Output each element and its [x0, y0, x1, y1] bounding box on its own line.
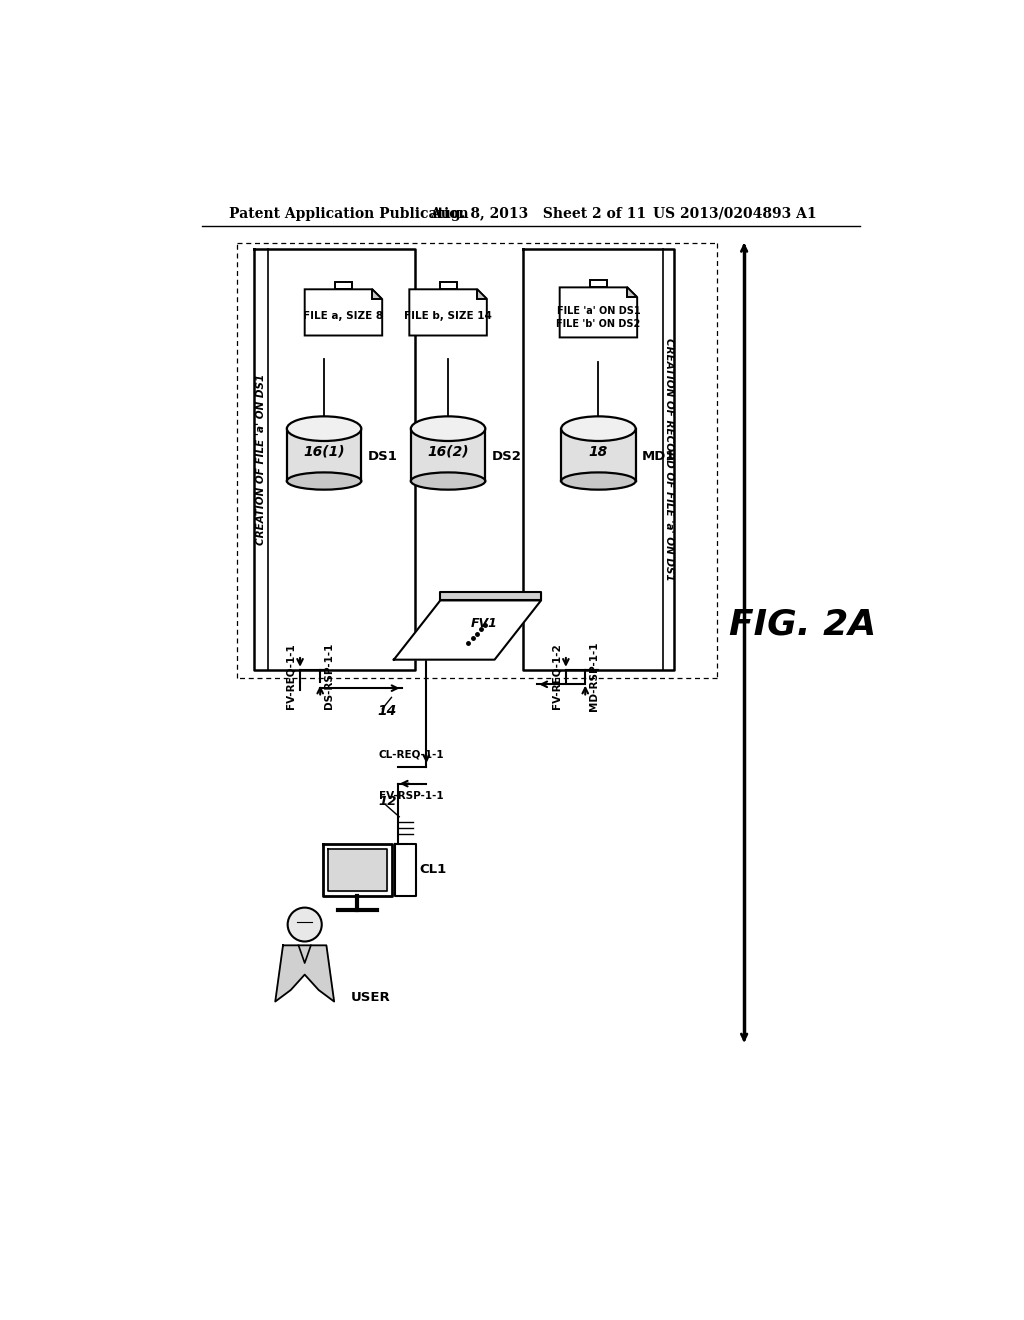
Polygon shape — [440, 593, 541, 601]
Text: 16(1): 16(1) — [303, 445, 345, 459]
Ellipse shape — [411, 473, 485, 490]
Text: 12: 12 — [378, 795, 397, 808]
Text: US 2013/0204893 A1: US 2013/0204893 A1 — [653, 207, 817, 220]
Text: FV1: FV1 — [471, 618, 498, 631]
Polygon shape — [335, 281, 352, 289]
Polygon shape — [560, 288, 637, 338]
Text: Patent Application Publication: Patent Application Publication — [228, 207, 468, 220]
Polygon shape — [439, 281, 457, 289]
Polygon shape — [328, 849, 387, 891]
Text: CREATION OF FILE 'a' ON DS1: CREATION OF FILE 'a' ON DS1 — [256, 374, 266, 545]
Text: 18: 18 — [589, 445, 608, 459]
Polygon shape — [305, 289, 382, 335]
Text: FV-REQ-1-1: FV-REQ-1-1 — [286, 643, 295, 709]
Ellipse shape — [561, 473, 636, 490]
Text: CL1: CL1 — [420, 863, 446, 876]
Polygon shape — [394, 601, 541, 660]
Polygon shape — [627, 288, 637, 297]
Ellipse shape — [561, 416, 636, 441]
Ellipse shape — [287, 416, 361, 441]
Text: DS2: DS2 — [492, 450, 521, 463]
Text: FILE 'b' ON DS2: FILE 'b' ON DS2 — [556, 319, 641, 329]
Polygon shape — [410, 289, 486, 335]
Text: 14: 14 — [378, 705, 397, 718]
Text: FV-REQ-1-2: FV-REQ-1-2 — [551, 643, 561, 709]
Bar — [287, 429, 361, 480]
Bar — [411, 429, 485, 480]
Text: MD1: MD1 — [642, 450, 675, 463]
Polygon shape — [477, 289, 486, 300]
Text: FIG. 2A: FIG. 2A — [729, 607, 876, 642]
Bar — [561, 429, 636, 480]
Text: FILE a, SIZE 8: FILE a, SIZE 8 — [303, 312, 384, 321]
Text: FV-RSP-1-1: FV-RSP-1-1 — [379, 791, 444, 800]
Text: 16(2): 16(2) — [427, 445, 469, 459]
Text: CL-REQ-1-1: CL-REQ-1-1 — [379, 750, 444, 760]
Ellipse shape — [411, 416, 485, 441]
Text: FILE 'a' ON DS1: FILE 'a' ON DS1 — [557, 306, 640, 315]
Text: CREATION OF RECORD OF FILE 'a' ON DS1: CREATION OF RECORD OF FILE 'a' ON DS1 — [664, 338, 674, 581]
Text: DS1: DS1 — [368, 450, 397, 463]
Polygon shape — [372, 289, 382, 300]
Polygon shape — [590, 280, 607, 288]
Text: Aug. 8, 2013   Sheet 2 of 11: Aug. 8, 2013 Sheet 2 of 11 — [430, 207, 646, 220]
Circle shape — [288, 908, 322, 941]
Text: MD-RSP-1-1: MD-RSP-1-1 — [589, 642, 599, 710]
Ellipse shape — [287, 473, 361, 490]
Text: FILE b, SIZE 14: FILE b, SIZE 14 — [404, 312, 492, 321]
Text: USER: USER — [351, 991, 391, 1005]
Polygon shape — [275, 945, 334, 1002]
Text: DS-RSP-1-1: DS-RSP-1-1 — [324, 643, 334, 709]
